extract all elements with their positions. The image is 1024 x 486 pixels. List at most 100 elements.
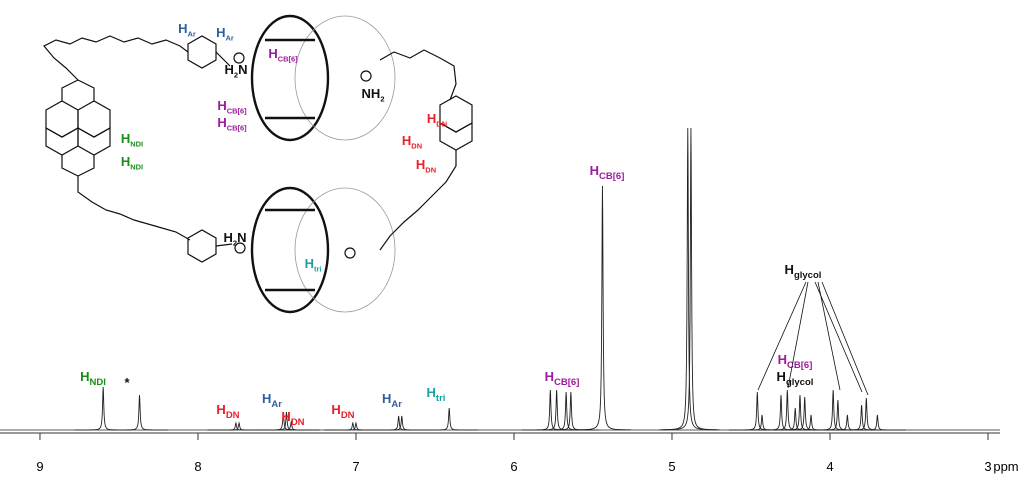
peak bbox=[804, 389, 862, 431]
peak-label: H2N bbox=[224, 230, 247, 247]
peak-label: Hglycol bbox=[785, 262, 822, 281]
peak-label: HCB[6] bbox=[268, 46, 298, 63]
peak bbox=[420, 407, 478, 431]
label-sub: CB[6] bbox=[278, 54, 298, 63]
peak bbox=[809, 399, 867, 431]
label-main: H bbox=[121, 131, 130, 146]
peak-label: HCB[6] bbox=[778, 352, 813, 371]
peak bbox=[111, 394, 168, 431]
label-main: * bbox=[124, 375, 130, 390]
peak bbox=[833, 404, 891, 431]
peak-label: HDN bbox=[331, 402, 354, 421]
label-main: H bbox=[224, 230, 233, 245]
label-sub: DN bbox=[291, 417, 305, 428]
x-tick-label: 8 bbox=[194, 459, 201, 474]
label-main: H bbox=[590, 163, 599, 178]
label-main: H bbox=[281, 409, 290, 424]
x-axis-label: ppm bbox=[993, 459, 1018, 474]
leader-line bbox=[821, 281, 869, 396]
label-sub: Ar bbox=[226, 33, 234, 42]
peak bbox=[262, 420, 320, 431]
label-main: NH bbox=[362, 86, 381, 101]
label-sub: glycol bbox=[786, 377, 814, 388]
label-sub: glycol bbox=[794, 270, 822, 281]
peak-label: Htri bbox=[427, 385, 446, 404]
peak-label: NH2 bbox=[362, 86, 385, 103]
label-main: N bbox=[238, 62, 247, 77]
label-sub: DN bbox=[341, 410, 355, 421]
label-sub: Ar bbox=[391, 399, 402, 410]
leader-line bbox=[817, 281, 841, 391]
label-sub: 2 bbox=[233, 238, 237, 247]
peak-label: HDN bbox=[416, 157, 436, 174]
peak bbox=[758, 389, 816, 431]
peak-label: H2N bbox=[225, 62, 248, 79]
label-sub: NDI bbox=[90, 377, 106, 388]
peak-label: HAr bbox=[178, 21, 196, 38]
peak-label: HAr bbox=[216, 25, 234, 42]
label-main: H bbox=[268, 46, 277, 61]
peak bbox=[659, 127, 717, 431]
peak bbox=[528, 389, 586, 431]
peak bbox=[574, 185, 631, 431]
peak bbox=[782, 414, 840, 431]
peak bbox=[327, 421, 385, 431]
label-main: H bbox=[402, 133, 411, 148]
peak-label: HDN bbox=[281, 409, 304, 428]
molecule-structure bbox=[43, 14, 473, 314]
peak-label: HAr bbox=[382, 391, 402, 410]
label-main: H bbox=[427, 385, 436, 400]
label-sub: 2 bbox=[234, 70, 238, 79]
label-sub: tri bbox=[314, 264, 321, 273]
label-main: H bbox=[545, 369, 554, 384]
label-sub: DN bbox=[226, 410, 240, 421]
peak bbox=[537, 391, 595, 431]
label-sub: NDI bbox=[130, 162, 143, 171]
x-tick-label: 7 bbox=[352, 459, 359, 474]
peak bbox=[662, 127, 720, 431]
label-main: H bbox=[778, 352, 787, 367]
label-sub: DN bbox=[411, 141, 422, 150]
peak-label: HDN bbox=[427, 111, 447, 128]
label-main: H bbox=[217, 115, 226, 130]
label-sub: DN bbox=[436, 119, 447, 128]
peak-label: HCB[6] bbox=[590, 163, 625, 182]
peak-label: HDN bbox=[402, 133, 422, 150]
peak-label: * bbox=[124, 375, 130, 390]
label-sub: 2 bbox=[380, 94, 384, 103]
label-main: H bbox=[427, 111, 436, 126]
label-sub: tri bbox=[436, 393, 446, 404]
label-sub: CB[6] bbox=[599, 171, 624, 182]
label-sub: CB[6] bbox=[787, 360, 812, 371]
leader-line bbox=[814, 281, 863, 393]
label-main: H bbox=[777, 369, 786, 384]
peak bbox=[373, 415, 431, 431]
peak-label: HCB[6] bbox=[545, 369, 580, 388]
label-main: H bbox=[121, 154, 130, 169]
label-sub: CB[6] bbox=[554, 377, 579, 388]
peak-label: Hglycol bbox=[777, 369, 814, 388]
label-main: H bbox=[217, 98, 226, 113]
label-main: H bbox=[305, 256, 314, 271]
peak-label: HAr bbox=[262, 391, 282, 410]
leader-line bbox=[787, 281, 809, 389]
x-tick-label: 4 bbox=[826, 459, 833, 474]
peak-label: Htri bbox=[305, 256, 322, 273]
peak bbox=[766, 407, 824, 431]
label-main: H bbox=[262, 391, 271, 406]
peak bbox=[324, 421, 382, 431]
peak-label: HNDI bbox=[80, 369, 106, 388]
peak bbox=[207, 421, 265, 431]
label-main: H bbox=[178, 21, 187, 36]
peak bbox=[728, 391, 786, 431]
peak-label: HNDI bbox=[121, 154, 143, 171]
peak bbox=[776, 396, 834, 431]
label-main: H bbox=[785, 262, 794, 277]
label-sub: CB[6] bbox=[227, 123, 247, 132]
label-main: H bbox=[80, 369, 89, 384]
peak-label: HDN bbox=[216, 402, 239, 421]
label-sub: Ar bbox=[188, 29, 196, 38]
label-sub: CB[6] bbox=[227, 106, 247, 115]
label-sub: DN bbox=[425, 165, 436, 174]
